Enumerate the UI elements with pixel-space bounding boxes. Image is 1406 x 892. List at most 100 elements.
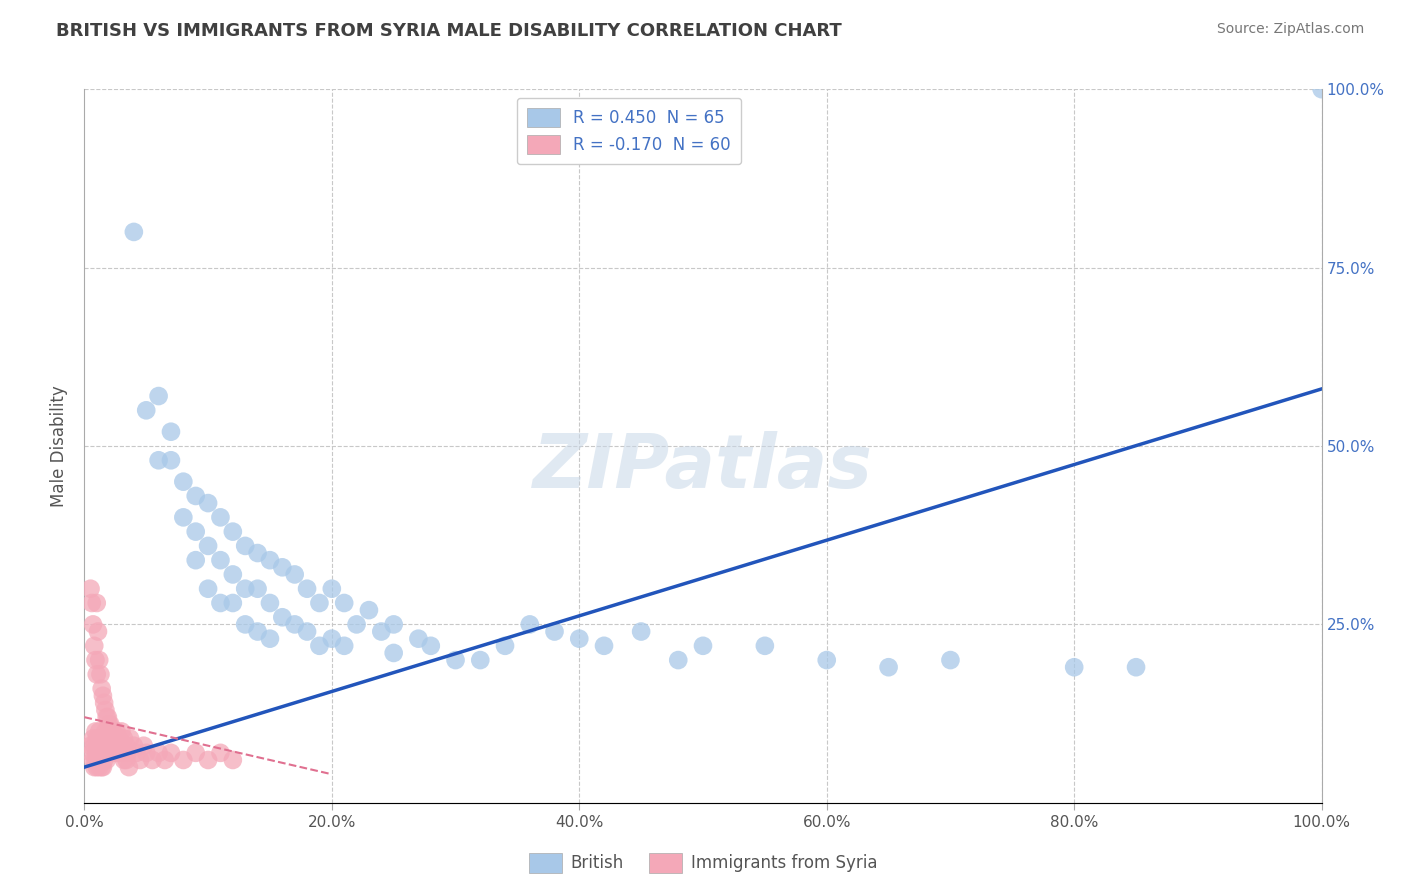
Legend: British, Immigrants from Syria: British, Immigrants from Syria bbox=[522, 847, 884, 880]
Point bbox=[184, 553, 207, 567]
Point bbox=[79, 739, 101, 753]
Point bbox=[519, 617, 541, 632]
Point bbox=[93, 696, 115, 710]
Point bbox=[115, 753, 138, 767]
Point bbox=[91, 731, 114, 746]
Point bbox=[222, 753, 245, 767]
Point bbox=[89, 753, 111, 767]
Point bbox=[100, 724, 122, 739]
Point bbox=[125, 746, 148, 760]
Point bbox=[97, 739, 120, 753]
Point bbox=[94, 746, 117, 760]
Point bbox=[83, 639, 105, 653]
Point bbox=[209, 746, 232, 760]
Point bbox=[233, 617, 256, 632]
Point bbox=[197, 753, 219, 767]
Point bbox=[101, 724, 124, 739]
Point bbox=[82, 753, 104, 767]
Point bbox=[172, 510, 194, 524]
Point bbox=[87, 624, 110, 639]
Point bbox=[295, 624, 318, 639]
Point bbox=[222, 567, 245, 582]
Point bbox=[815, 653, 838, 667]
Point bbox=[666, 653, 689, 667]
Point bbox=[470, 653, 492, 667]
Point bbox=[333, 596, 356, 610]
Point bbox=[222, 524, 245, 539]
Point bbox=[135, 403, 157, 417]
Point bbox=[284, 617, 307, 632]
Point bbox=[87, 753, 110, 767]
Point bbox=[246, 546, 269, 560]
Point bbox=[692, 639, 714, 653]
Point bbox=[172, 475, 194, 489]
Point bbox=[148, 453, 170, 467]
Point bbox=[259, 553, 281, 567]
Point bbox=[98, 746, 121, 760]
Point bbox=[98, 731, 121, 746]
Point bbox=[148, 746, 170, 760]
Point bbox=[98, 717, 121, 731]
Point bbox=[96, 731, 118, 746]
Point bbox=[98, 717, 121, 731]
Point bbox=[96, 710, 118, 724]
Point bbox=[90, 681, 112, 696]
Point bbox=[82, 731, 104, 746]
Point bbox=[86, 760, 108, 774]
Point bbox=[104, 739, 127, 753]
Point bbox=[107, 746, 129, 760]
Point bbox=[89, 724, 111, 739]
Point bbox=[184, 746, 207, 760]
Point bbox=[444, 653, 467, 667]
Point bbox=[132, 739, 155, 753]
Point bbox=[105, 739, 128, 753]
Point bbox=[86, 731, 108, 746]
Point bbox=[93, 739, 115, 753]
Point bbox=[1310, 82, 1333, 96]
Text: BRITISH VS IMMIGRANTS FROM SYRIA MALE DISABILITY CORRELATION CHART: BRITISH VS IMMIGRANTS FROM SYRIA MALE DI… bbox=[56, 22, 842, 40]
Point bbox=[284, 567, 307, 582]
Point bbox=[184, 489, 207, 503]
Point bbox=[84, 724, 107, 739]
Point bbox=[94, 703, 117, 717]
Point bbox=[90, 760, 112, 774]
Point bbox=[129, 753, 152, 767]
Point bbox=[754, 639, 776, 653]
Point bbox=[233, 582, 256, 596]
Point bbox=[209, 510, 232, 524]
Point bbox=[84, 753, 107, 767]
Point bbox=[160, 746, 183, 760]
Point bbox=[93, 753, 115, 767]
Point bbox=[184, 524, 207, 539]
Point bbox=[118, 760, 141, 774]
Point bbox=[382, 646, 405, 660]
Point bbox=[419, 639, 441, 653]
Point bbox=[408, 632, 430, 646]
Point bbox=[112, 731, 135, 746]
Point bbox=[346, 617, 368, 632]
Point bbox=[112, 753, 135, 767]
Point bbox=[87, 739, 110, 753]
Point bbox=[83, 739, 105, 753]
Point bbox=[141, 753, 163, 767]
Point bbox=[103, 731, 125, 746]
Point bbox=[89, 746, 111, 760]
Point bbox=[939, 653, 962, 667]
Point bbox=[271, 560, 294, 574]
Point bbox=[209, 553, 232, 567]
Point bbox=[86, 746, 108, 760]
Point bbox=[94, 724, 117, 739]
Point bbox=[593, 639, 616, 653]
Point bbox=[91, 760, 114, 774]
Point bbox=[105, 724, 128, 739]
Point bbox=[104, 731, 127, 746]
Point bbox=[89, 653, 111, 667]
Point bbox=[107, 739, 129, 753]
Point bbox=[295, 582, 318, 596]
Text: ZIPatlas: ZIPatlas bbox=[533, 431, 873, 504]
Legend: R = 0.450  N = 65, R = -0.170  N = 60: R = 0.450 N = 65, R = -0.170 N = 60 bbox=[516, 97, 741, 164]
Point bbox=[153, 753, 176, 767]
Point bbox=[209, 596, 232, 610]
Point bbox=[110, 739, 132, 753]
Point bbox=[197, 496, 219, 510]
